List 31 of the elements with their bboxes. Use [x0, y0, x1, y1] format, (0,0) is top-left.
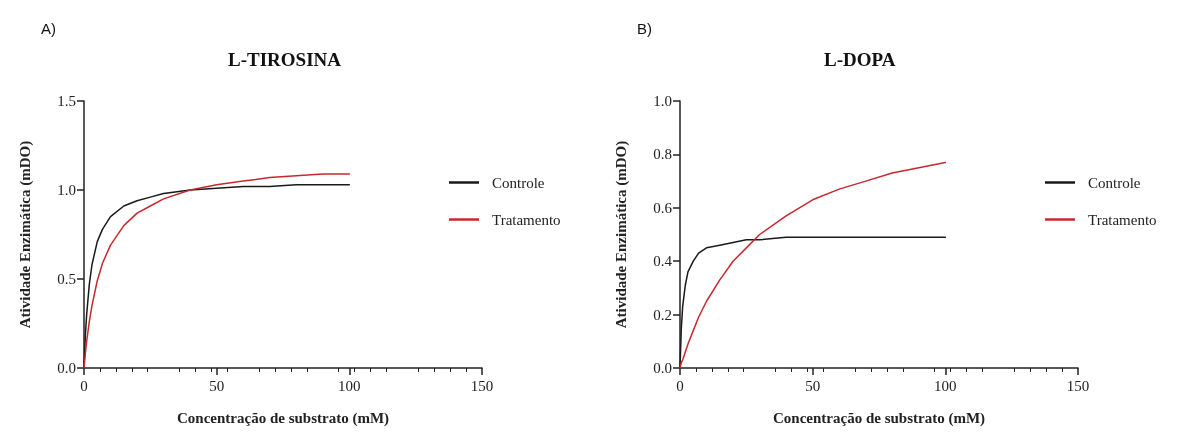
- y-tick-label: 0.2: [653, 306, 672, 323]
- legend-label: Controle: [492, 174, 545, 191]
- legend-label: Tratamento: [1088, 211, 1157, 228]
- text: A): [41, 20, 56, 37]
- y-tick-label: 0.0: [653, 360, 672, 376]
- x-axis-title: Concentração de substrato (mM): [176, 409, 390, 427]
- x-axis-title: Concentração de substrato (mM): [772, 409, 986, 427]
- x-tick-label: 150: [470, 377, 494, 394]
- x-tick-label: 50: [209, 377, 225, 394]
- y-tick-label: 0.4: [653, 253, 673, 270]
- x-tick-label: 0: [676, 377, 684, 394]
- line-series: [679, 161, 947, 369]
- y-tick-label: 0.6: [653, 199, 673, 216]
- x-tick-label: 100: [338, 377, 361, 394]
- chart-title: L-TIROSINA: [228, 49, 342, 70]
- y-tick-label: 0.5: [57, 271, 76, 287]
- chart-title: L-DOPA: [824, 49, 896, 70]
- y-tick-label: 0.0: [57, 360, 76, 376]
- y-axis-title: Atividade Enzimática (mDO): [612, 140, 630, 329]
- y-tick-label: 1.0: [653, 93, 672, 109]
- legend-label: Tratamento: [492, 211, 561, 228]
- y-tick-label: 0.8: [653, 146, 672, 163]
- x-tick-label: 100: [934, 377, 957, 394]
- y-axis-title: Atividade Enzimática (mDO): [16, 140, 34, 329]
- legend-label: Controle: [1088, 174, 1141, 191]
- text: B): [637, 20, 652, 37]
- x-tick-label: 50: [805, 377, 821, 394]
- x-tick-label: 150: [1066, 377, 1090, 394]
- y-tick-label: 1.0: [57, 182, 76, 198]
- x-tick-label: 0: [80, 377, 88, 394]
- y-tick-label: 1.5: [57, 93, 76, 109]
